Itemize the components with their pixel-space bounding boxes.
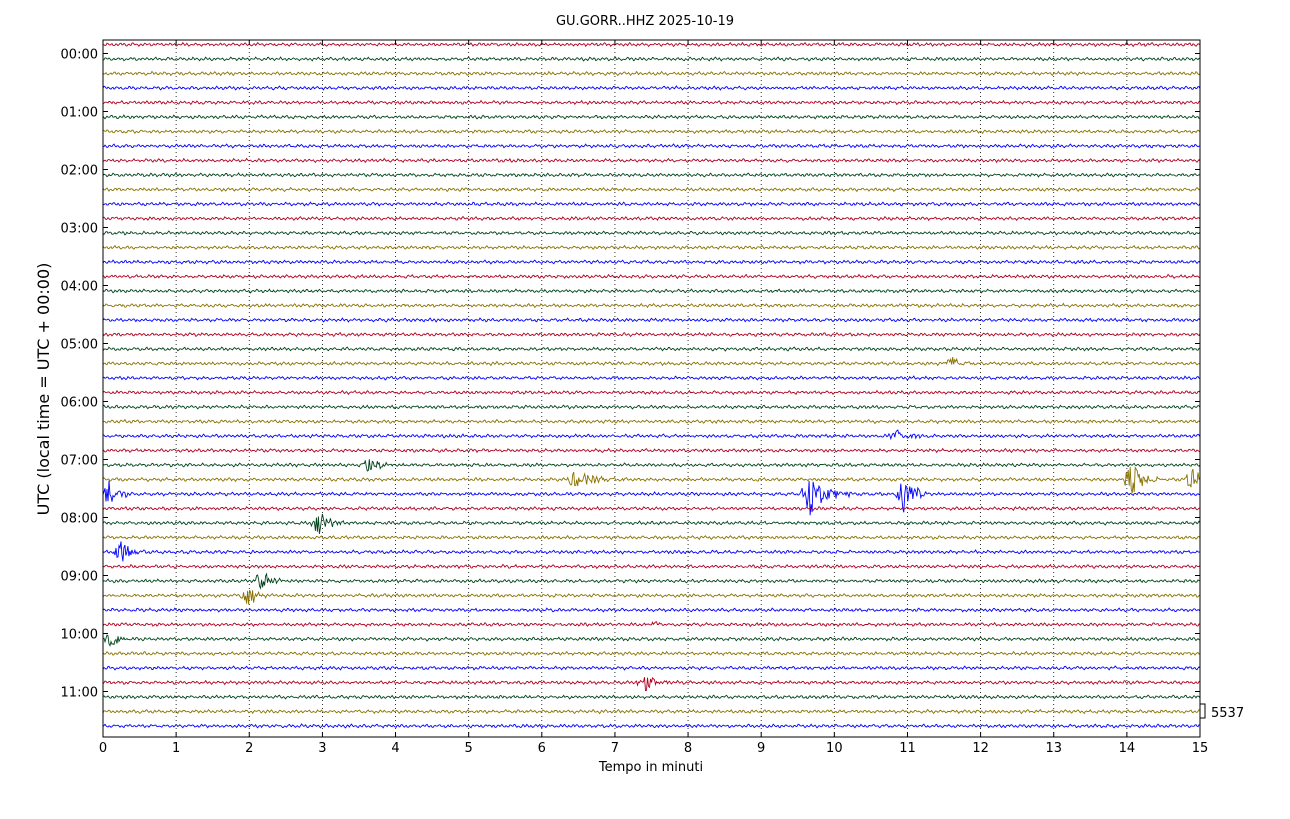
grid-lines (175, 40, 1128, 737)
trace-6 (102, 128, 1201, 135)
trace-15 (102, 259, 1201, 265)
trace-36 (102, 563, 1201, 570)
trace-27 (102, 429, 1201, 441)
trace-10 (102, 186, 1201, 193)
trace-13 (102, 230, 1201, 236)
x-tick-label: 3 (318, 741, 326, 756)
traces (102, 41, 1201, 729)
trace-43 (102, 665, 1201, 671)
y-tick-label: 02:00 (61, 164, 98, 179)
trace-2 (102, 70, 1201, 77)
trace-16 (102, 273, 1201, 280)
trace-24 (102, 389, 1201, 396)
y-tick-label: 01:00 (61, 106, 98, 121)
y-tick-label: 00:00 (61, 48, 98, 63)
trace-17 (102, 288, 1201, 294)
y-tick-label: 09:00 (61, 570, 98, 585)
x-tick-label: 14 (1119, 741, 1136, 756)
trace-28 (102, 447, 1201, 454)
x-tick-label: 1 (172, 741, 180, 756)
y-axis-label: UTC (local time = UTC + 00:00) (34, 263, 53, 516)
trace-37 (102, 572, 1201, 590)
trace-34 (102, 534, 1201, 541)
trace-0 (102, 41, 1201, 48)
y-tick-label: 07:00 (61, 454, 98, 469)
trace-5 (102, 114, 1201, 120)
x-tick-label: 13 (1045, 741, 1062, 756)
trace-29 (102, 459, 1201, 472)
y-tick-label: 04:00 (61, 280, 98, 295)
scale-value: 5537 (1211, 706, 1244, 721)
x-tick-label: 15 (1192, 741, 1209, 756)
trace-44 (102, 677, 1201, 692)
trace-18 (102, 302, 1201, 309)
trace-35 (102, 541, 1201, 562)
trace-45 (102, 694, 1201, 700)
plot-frame (102, 39, 1201, 738)
trace-23 (102, 375, 1201, 381)
trace-26 (102, 418, 1201, 425)
x-tick-label: 0 (99, 741, 107, 756)
x-tick-label: 7 (611, 741, 619, 756)
y-axis: 00:00 01:00 02:00 03:00 04:00 05:00 06:00 07:00… (61, 48, 1200, 701)
x-tick-label: 4 (391, 741, 399, 756)
x-axis-label: Tempo in minuti (598, 760, 703, 775)
trace-40 (102, 621, 1201, 628)
trace-7 (102, 143, 1200, 149)
y-tick-label: 08:00 (61, 512, 98, 527)
trace-30 (102, 465, 1201, 494)
trace-38 (102, 589, 1201, 605)
trace-21 (102, 346, 1201, 352)
trace-22 (102, 357, 1201, 367)
trace-31 (102, 480, 1201, 516)
amplitude-scale: 5537 (1200, 703, 1244, 721)
trace-33 (102, 513, 1201, 534)
trace-1 (102, 56, 1201, 62)
trace-3 (102, 85, 1201, 91)
x-axis: 0 1 2 3 4 5 6 7 8 9 10 11 12 13 14 15 (99, 40, 1208, 756)
x-tick-label: 5 (465, 741, 473, 756)
y-tick-label: 11:00 (61, 686, 98, 701)
y-tick-label: 10:00 (61, 628, 98, 643)
trace-32 (102, 505, 1200, 512)
trace-47 (102, 723, 1201, 729)
trace-8 (102, 157, 1201, 164)
trace-4 (102, 99, 1201, 106)
trace-14 (102, 244, 1201, 251)
x-tick-label: 8 (684, 741, 692, 756)
trace-19 (102, 317, 1201, 323)
y-tick-label: 05:00 (61, 338, 98, 353)
trace-39 (102, 607, 1201, 613)
x-tick-label: 11 (899, 741, 916, 756)
trace-41 (102, 634, 1201, 647)
x-tick-label: 9 (757, 741, 765, 756)
x-tick-label: 12 (972, 741, 989, 756)
chart-title: GU.GORR..HHZ 2025-10-19 (556, 14, 734, 29)
trace-42 (102, 650, 1201, 657)
x-tick-label: 6 (538, 741, 546, 756)
scale-bracket (1200, 703, 1206, 719)
trace-12 (102, 215, 1201, 222)
x-tick-label: 10 (826, 741, 843, 756)
y-tick-label: 03:00 (61, 222, 98, 237)
trace-11 (102, 201, 1201, 207)
trace-25 (102, 404, 1201, 410)
trace-46 (102, 708, 1201, 715)
y-tick-label: 06:00 (61, 396, 98, 411)
trace-9 (102, 172, 1201, 178)
trace-20 (102, 331, 1201, 338)
x-tick-label: 2 (245, 741, 253, 756)
